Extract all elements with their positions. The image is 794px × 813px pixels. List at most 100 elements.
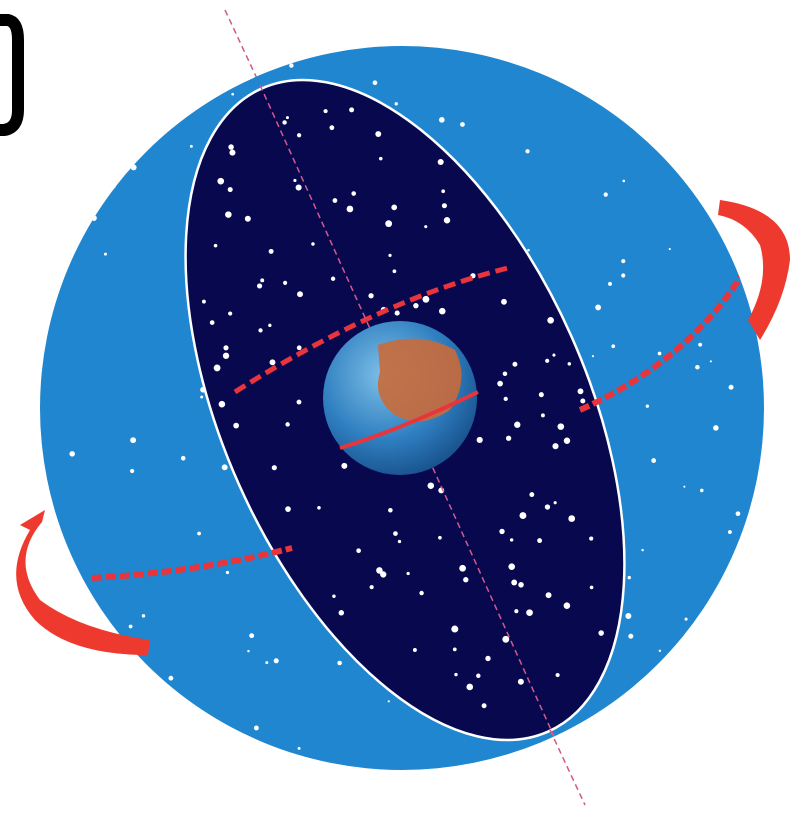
star (683, 485, 686, 488)
star (380, 571, 387, 578)
star (391, 204, 398, 211)
star (228, 311, 233, 316)
star (225, 570, 230, 575)
star (338, 610, 345, 616)
star (213, 243, 218, 248)
star (555, 672, 560, 678)
star (503, 396, 508, 402)
star (438, 307, 446, 315)
star (699, 488, 704, 493)
star (454, 672, 458, 677)
star (293, 178, 297, 183)
star (709, 360, 712, 363)
star (641, 548, 644, 552)
star (200, 395, 204, 399)
star (419, 590, 424, 596)
star (452, 647, 457, 652)
star (518, 582, 524, 588)
star (213, 364, 221, 372)
star (512, 361, 518, 367)
star (645, 404, 649, 408)
star (376, 567, 383, 574)
star (349, 107, 355, 113)
star (727, 530, 732, 534)
star (526, 609, 533, 617)
star (459, 564, 466, 572)
star (346, 205, 354, 213)
star (485, 655, 491, 662)
star (481, 703, 487, 709)
star (271, 465, 277, 471)
star (223, 345, 229, 351)
cropped-glyph (0, 14, 24, 136)
star (545, 358, 550, 363)
star (189, 144, 193, 148)
star (229, 149, 236, 156)
rotation-arrow-left (16, 510, 151, 655)
star (591, 355, 595, 358)
star (372, 80, 378, 86)
star (253, 725, 259, 731)
star (297, 746, 301, 750)
star (422, 295, 430, 303)
star (439, 117, 445, 123)
star (197, 531, 201, 536)
star (537, 538, 543, 544)
star (141, 614, 146, 618)
star (244, 215, 251, 222)
star (168, 675, 174, 681)
star (285, 116, 289, 120)
star (332, 594, 336, 598)
star (130, 437, 137, 444)
star (218, 400, 226, 408)
star (577, 388, 584, 395)
celestial-equator-inner (233, 265, 509, 395)
star (356, 548, 361, 554)
star (545, 592, 552, 599)
star (295, 184, 302, 191)
star (441, 189, 446, 194)
star (553, 501, 557, 505)
star (529, 492, 535, 498)
star (497, 380, 503, 387)
star (547, 316, 554, 324)
star (282, 120, 287, 125)
star (563, 602, 571, 609)
star (658, 649, 662, 653)
star (231, 92, 235, 96)
star (268, 248, 274, 254)
star (514, 421, 521, 428)
star (501, 298, 507, 305)
star (622, 179, 626, 183)
star (657, 351, 662, 356)
star (225, 211, 232, 218)
star (698, 342, 703, 347)
star (514, 609, 519, 614)
star (341, 462, 348, 469)
star (595, 304, 602, 311)
star (538, 392, 544, 398)
star (393, 531, 398, 536)
star (476, 436, 483, 444)
star (392, 269, 397, 274)
star (388, 253, 392, 258)
star (557, 423, 565, 430)
star (296, 345, 302, 351)
earth-land (377, 338, 462, 422)
star (258, 328, 263, 333)
star (296, 133, 302, 138)
star (735, 511, 741, 517)
star (511, 579, 518, 586)
star (130, 468, 135, 474)
star (580, 398, 586, 404)
star (625, 612, 632, 619)
star (628, 633, 634, 639)
star (627, 575, 631, 580)
star (330, 276, 336, 281)
star (438, 535, 442, 540)
star (283, 280, 288, 285)
star (128, 624, 133, 629)
star (368, 293, 374, 299)
star (221, 464, 228, 471)
